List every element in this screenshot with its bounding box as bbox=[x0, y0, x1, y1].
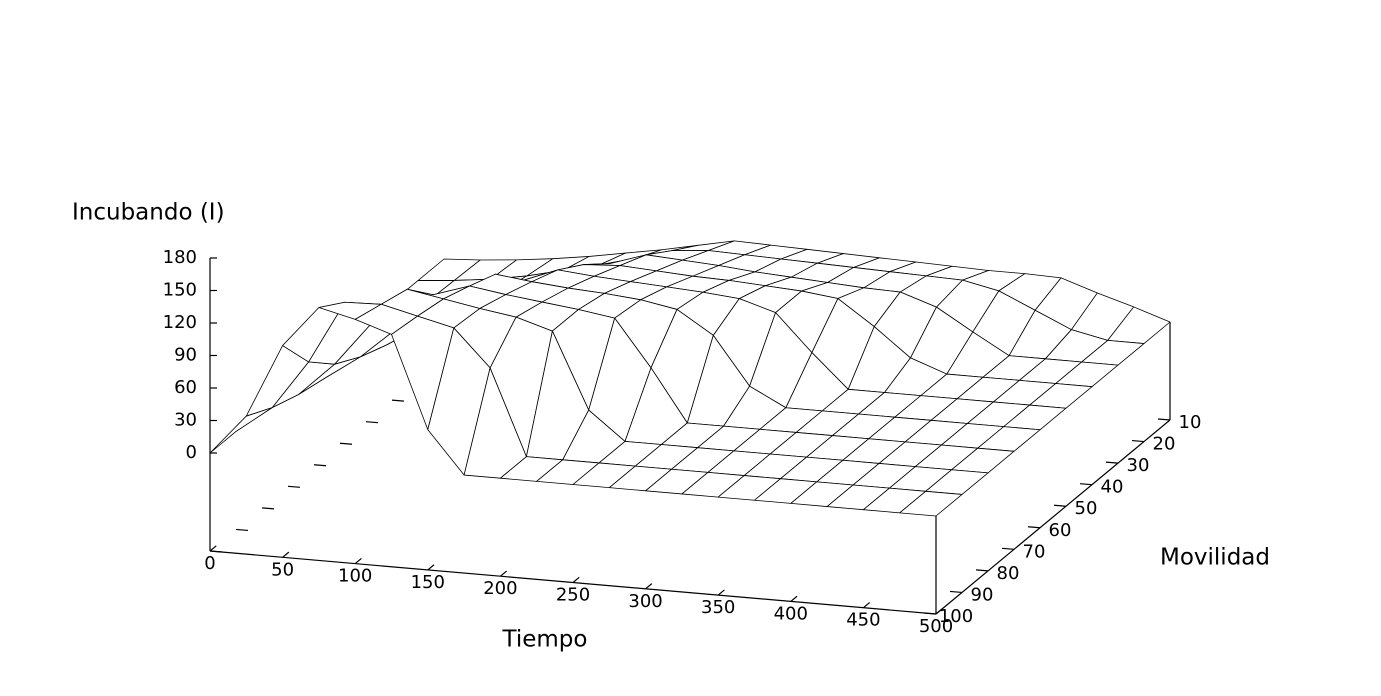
y-tick-label: 80 bbox=[997, 563, 1020, 584]
y-tick bbox=[391, 399, 405, 402]
y-tick-label: 100 bbox=[939, 606, 973, 627]
y-axis bbox=[935, 419, 1171, 615]
y-tick bbox=[365, 421, 379, 424]
y-tick-label: 30 bbox=[1127, 455, 1150, 476]
y-tick-label: 90 bbox=[971, 584, 994, 605]
y-tick bbox=[1027, 526, 1041, 529]
y-axis-title: Movilidad bbox=[1160, 545, 1270, 571]
x-axis-title: Tiempo bbox=[502, 627, 588, 653]
y-tick bbox=[1001, 547, 1015, 550]
x-tick bbox=[500, 570, 508, 577]
x-tick-label: 300 bbox=[628, 591, 662, 612]
y-tick bbox=[1131, 439, 1145, 443]
y-tick bbox=[949, 590, 963, 594]
x-tick-label: 250 bbox=[556, 585, 590, 606]
y-tick bbox=[235, 528, 249, 532]
y-tick-label: 10 bbox=[1179, 412, 1202, 433]
x-tick bbox=[282, 551, 290, 558]
x-tick-label: 500 bbox=[919, 616, 953, 637]
x-tick-label: 0 bbox=[204, 553, 215, 574]
y-tick bbox=[1079, 483, 1093, 486]
x-tick bbox=[572, 576, 580, 583]
x-tick bbox=[863, 602, 871, 609]
x-tick-label: 350 bbox=[701, 597, 735, 618]
x-tick-label: 200 bbox=[483, 578, 517, 599]
x-tick bbox=[209, 545, 217, 552]
z-tick-label: 180 bbox=[163, 247, 197, 268]
z-tick-label: 30 bbox=[174, 410, 197, 431]
x-tick-label: 50 bbox=[271, 559, 294, 580]
x-tick-label: 150 bbox=[411, 572, 445, 593]
z-tick-label: 120 bbox=[163, 312, 197, 333]
surface-cell bbox=[209, 407, 273, 454]
x-tick-label: 100 bbox=[338, 566, 372, 587]
y-tick bbox=[1053, 504, 1067, 507]
z-tick-label: 60 bbox=[174, 377, 197, 398]
x-tick bbox=[645, 583, 653, 590]
y-tick bbox=[313, 464, 327, 467]
x-tick-label: 450 bbox=[846, 610, 880, 631]
z-tick-label: 90 bbox=[174, 345, 197, 366]
y-tick-label: 40 bbox=[1101, 477, 1124, 498]
x-tick bbox=[790, 595, 798, 602]
y-tick-label: 50 bbox=[1075, 498, 1098, 519]
y-tick bbox=[1105, 461, 1119, 464]
y-tick bbox=[923, 612, 937, 615]
x-tick-label: 400 bbox=[774, 603, 808, 624]
z-tick-label: 0 bbox=[186, 442, 197, 463]
y-tick-label: 60 bbox=[1049, 520, 1072, 541]
z-axis-title: Incubando (I) bbox=[72, 200, 225, 226]
y-tick bbox=[339, 442, 353, 445]
x-tick bbox=[354, 557, 362, 565]
y-tick-label: 70 bbox=[1023, 541, 1046, 562]
y-tick bbox=[261, 507, 275, 510]
y-tick bbox=[287, 485, 301, 488]
y-tick bbox=[1157, 418, 1171, 421]
y-axis-left bbox=[210, 357, 444, 551]
x-tick bbox=[427, 564, 435, 571]
z-tick-label: 150 bbox=[163, 280, 197, 301]
y-tick bbox=[975, 569, 989, 572]
y-tick-label: 20 bbox=[1153, 434, 1176, 455]
y-tick bbox=[209, 550, 223, 553]
x-tick bbox=[717, 589, 725, 596]
x-tick bbox=[935, 608, 943, 615]
